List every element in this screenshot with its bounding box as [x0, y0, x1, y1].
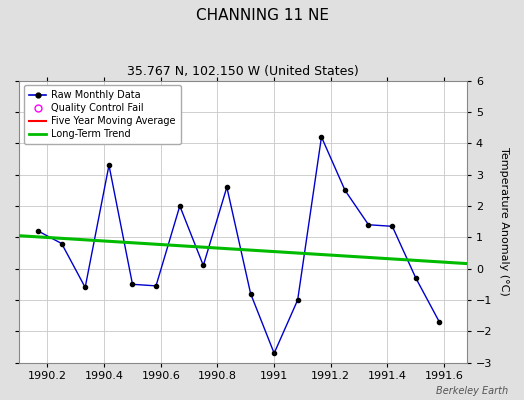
Legend: Raw Monthly Data, Quality Control Fail, Five Year Moving Average, Long-Term Tren: Raw Monthly Data, Quality Control Fail, …: [24, 86, 181, 144]
Title: 35.767 N, 102.150 W (United States): 35.767 N, 102.150 W (United States): [127, 65, 359, 78]
Y-axis label: Temperature Anomaly (°C): Temperature Anomaly (°C): [499, 147, 509, 296]
Text: Berkeley Earth: Berkeley Earth: [436, 386, 508, 396]
Text: CHANNING 11 NE: CHANNING 11 NE: [195, 8, 329, 23]
